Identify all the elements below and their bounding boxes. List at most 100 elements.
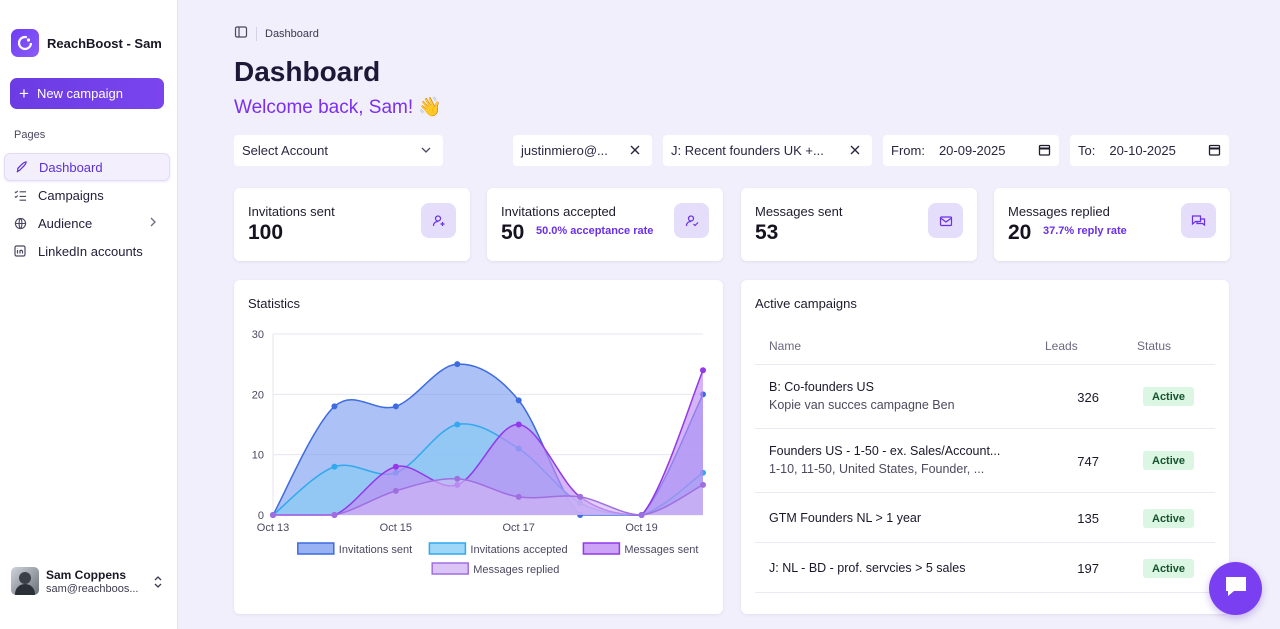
- user-name: Sam Coppens: [46, 567, 127, 582]
- y-tick-label: 20: [252, 389, 264, 401]
- data-point: [454, 421, 461, 428]
- y-tick-label: 0: [258, 510, 264, 522]
- legend-label: Messages replied: [473, 564, 559, 576]
- campaigns-table: Name Leads Status B: Co-founders US Kopi…: [755, 330, 1215, 593]
- stat-value: 100: [248, 221, 284, 244]
- sidebar-item-label: Campaigns: [38, 187, 104, 203]
- stat-label: Messages sent: [755, 204, 843, 219]
- chevron-right-icon: [148, 216, 158, 231]
- x-tick-label: Oct 17: [503, 522, 535, 534]
- calendar-icon[interactable]: [1208, 143, 1221, 160]
- stat-card-messages-replied: Messages replied 20 37.7% reply rate: [994, 188, 1230, 261]
- from-date-field[interactable]: From: 20-09-2025: [883, 135, 1059, 166]
- chat-icon: [1223, 574, 1249, 603]
- mail-icon: [928, 203, 963, 238]
- campaign-description: 1-10, 11-50, United States, Founder, ...: [769, 462, 985, 476]
- campaign-name: B: Co-founders US: [769, 380, 874, 394]
- table-row[interactable]: Founders US - 1-50 - ex. Sales/Account..…: [755, 429, 1215, 493]
- welcome-message: Welcome back, Sam! 👋: [234, 97, 443, 118]
- data-point: [700, 367, 706, 374]
- new-campaign-button[interactable]: + New campaign: [10, 78, 164, 109]
- sidebar-item-dashboard[interactable]: Dashboard: [4, 153, 170, 181]
- column-header-status: Status: [1137, 339, 1172, 353]
- data-point: [515, 493, 522, 500]
- stat-value: 20: [1008, 221, 1032, 244]
- statistics-chart: 0 10 20 30 Oct 13 Oct 15 Oct 17 Oct 19 Invitatio…: [252, 329, 706, 576]
- data-point: [577, 493, 584, 500]
- plus-icon: +: [19, 84, 29, 103]
- table-row[interactable]: B: Co-founders US Kopie van succes campa…: [755, 365, 1215, 429]
- sidebar-toggle-icon[interactable]: [234, 25, 248, 42]
- chat-widget-button[interactable]: [1209, 562, 1262, 615]
- sidebar-item-label: Dashboard: [39, 159, 103, 175]
- campaign-description: Kopie van succes campagne Ben: [769, 398, 955, 412]
- statistics-title: Statistics: [248, 296, 301, 311]
- table-row[interactable]: J: NL - BD - prof. servcies > 5 sales 19…: [755, 543, 1215, 593]
- sidebar-item-label: Audience: [38, 215, 93, 231]
- y-tick-label: 30: [252, 329, 264, 341]
- status-badge: Active: [1143, 559, 1195, 578]
- sidebar-item-audience[interactable]: Audience: [4, 209, 170, 237]
- stat-card-invitations-accepted: Invitations accepted 50 50.0% acceptance…: [487, 188, 723, 261]
- data-point: [515, 421, 522, 428]
- close-icon[interactable]: [629, 143, 641, 160]
- reply-rate: 37.7% reply rate: [1043, 225, 1127, 237]
- data-point: [331, 463, 338, 470]
- legend-swatch: [297, 542, 335, 555]
- account-email-value: justinmiero@...: [521, 143, 608, 158]
- account-select-placeholder: Select Account: [242, 143, 328, 158]
- data-point: [331, 512, 338, 518]
- chevrons-up-down-icon: [153, 575, 163, 594]
- from-date-value: 20-09-2025: [938, 143, 1006, 158]
- status-badge: Active: [1143, 509, 1195, 528]
- data-point: [392, 403, 399, 410]
- user-check-icon: [674, 203, 709, 238]
- to-date-field[interactable]: To: 20-10-2025: [1070, 135, 1229, 166]
- sidebar-item-linkedin-accounts[interactable]: LinkedIn accounts: [4, 237, 170, 265]
- column-header-leads: Leads: [1045, 339, 1078, 353]
- user-plus-icon: [421, 203, 456, 238]
- campaign-filter[interactable]: J: Recent founders UK +...: [663, 135, 872, 166]
- page-title: Dashboard: [234, 56, 381, 87]
- series-area: [273, 478, 703, 515]
- campaign-name: Founders US - 1-50 - ex. Sales/Account..…: [769, 444, 1001, 458]
- table-header: Name Leads Status: [755, 330, 1215, 365]
- chat-bubbles-icon: [1181, 203, 1216, 238]
- campaign-name: GTM Founders NL > 1 year: [769, 511, 922, 525]
- data-point: [270, 512, 276, 518]
- brand-logo-icon: [11, 29, 39, 57]
- campaign-leads: 326: [1077, 390, 1099, 405]
- x-tick-label: Oct 13: [257, 522, 289, 534]
- stat-label: Messages replied: [1008, 204, 1110, 219]
- data-point: [392, 487, 399, 494]
- stat-card-messages-sent: Messages sent 53: [741, 188, 977, 261]
- account-select[interactable]: Select Account: [234, 135, 443, 166]
- legend-swatch: [431, 562, 469, 575]
- legend-label: Invitations accepted: [470, 544, 567, 556]
- account-email-filter[interactable]: justinmiero@...: [513, 135, 652, 166]
- data-point: [392, 463, 399, 470]
- table-row[interactable]: GTM Founders NL > 1 year 135 Active: [755, 493, 1215, 543]
- campaign-leads: 747: [1077, 454, 1099, 469]
- stat-value: 53: [755, 221, 779, 244]
- sidebar-item-campaigns[interactable]: Campaigns: [4, 181, 170, 209]
- campaign-leads: 135: [1077, 511, 1099, 526]
- legend-label: Invitations sent: [339, 544, 412, 556]
- rocket-icon: [14, 160, 28, 174]
- linkedin-icon: [13, 244, 27, 258]
- close-icon[interactable]: [849, 143, 861, 160]
- to-date-value: 20-10-2025: [1109, 143, 1176, 158]
- stat-label: Invitations sent: [248, 204, 335, 219]
- brand[interactable]: ReachBoost - Sam: [11, 29, 162, 57]
- campaign-filter-value: J: Recent founders UK +...: [671, 143, 824, 158]
- calendar-icon[interactable]: [1038, 143, 1051, 160]
- data-point: [454, 475, 461, 482]
- acceptance-rate: 50.0% acceptance rate: [536, 225, 654, 237]
- chevron-down-icon: [420, 143, 432, 160]
- statistics-panel: Statistics 0 10 20 30 Oct 13 Oct 15 Oct 17 Oct …: [234, 280, 723, 614]
- active-campaigns-title: Active campaigns: [755, 296, 857, 311]
- data-point: [515, 397, 522, 404]
- data-point: [331, 403, 338, 410]
- user-menu[interactable]: Sam Coppens sam@reachboos...: [11, 567, 167, 595]
- column-header-name: Name: [769, 339, 802, 353]
